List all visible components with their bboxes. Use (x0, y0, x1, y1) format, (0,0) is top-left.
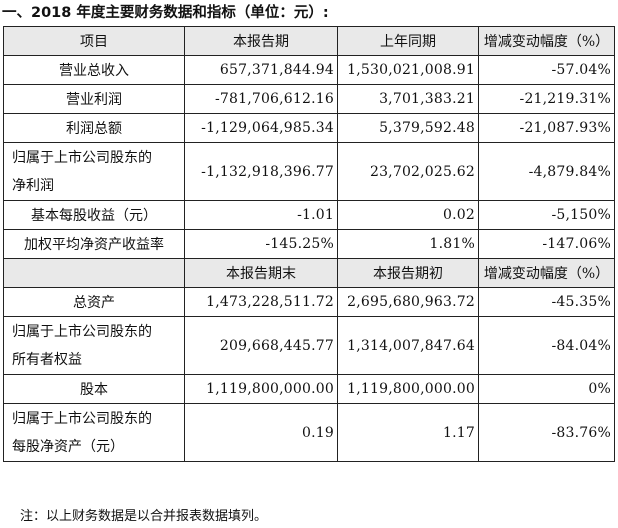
table-row: 归属于上市公司股东的 每股净资产（元） 0.19 1.17 -83.76% (3, 403, 615, 462)
change-value: -5,150% (478, 200, 615, 230)
prior-value: 5,379,592.48 (337, 113, 479, 143)
table-row: 基本每股收益（元） -1.01 0.02 -5,150% (3, 200, 615, 230)
header-prior-period: 上年同期 (337, 26, 479, 56)
row-label-line2: 净利润 (12, 177, 54, 194)
header-change-percent: 增减变动幅度（%） (478, 258, 615, 288)
table-row: 营业利润 -781,706,612.16 3,701,383.21 -21,21… (3, 84, 615, 114)
prior-value: 2,695,680,963.72 (337, 287, 479, 317)
current-value: 657,371,844.94 (184, 55, 338, 85)
header-item-blank (3, 258, 185, 288)
row-label: 营业总收入 (3, 55, 185, 85)
table-row: 营业总收入 657,371,844.94 1,530,021,008.91 -5… (3, 55, 615, 85)
table-subheader-row: 本报告期末 本报告期初 增减变动幅度（%） (3, 258, 615, 288)
current-value: 0.19 (184, 403, 338, 462)
table-row: 利润总额 -1,129,064,985.34 5,379,592.48 -21,… (3, 113, 615, 143)
table-row: 股本 1,119,800,000.00 1,119,800,000.00 0% (3, 374, 615, 404)
change-value: 0% (478, 374, 615, 404)
header-change-percent: 增减变动幅度（%） (478, 26, 615, 56)
change-value: -21,219.31% (478, 84, 615, 114)
row-label-line1: 归属于上市公司股东的 (12, 323, 152, 340)
row-label-line2: 所有者权益 (12, 351, 82, 368)
row-label: 归属于上市公司股东的 所有者权益 (3, 316, 185, 375)
row-label-line2: 每股净资产（元） (12, 438, 124, 455)
change-value: -45.35% (478, 287, 615, 317)
row-label: 总资产 (3, 287, 185, 317)
row-label: 股本 (3, 374, 185, 404)
current-value: 1,119,800,000.00 (184, 374, 338, 404)
current-value: -1,129,064,985.34 (184, 113, 338, 143)
table-row: 总资产 1,473,228,511.72 2,695,680,963.72 -4… (3, 287, 615, 317)
prior-value: 3,701,383.21 (337, 84, 479, 114)
prior-value: 1.17 (337, 403, 479, 462)
section-heading: 一、2018 年度主要财务数据和指标（单位：元）: (2, 5, 329, 21)
current-value: -1.01 (184, 200, 338, 230)
row-label: 归属于上市公司股东的 每股净资产（元） (3, 403, 185, 462)
row-label-line1: 归属于上市公司股东的 (12, 410, 152, 427)
row-label: 营业利润 (3, 84, 185, 114)
table-header-row: 项目 本报告期 上年同期 增减变动幅度（%） (3, 26, 615, 56)
prior-value: 23,702,025.62 (337, 142, 479, 201)
header-period-start: 本报告期初 (337, 258, 479, 288)
table-row: 归属于上市公司股东的 所有者权益 209,668,445.77 1,314,007… (3, 316, 615, 375)
change-value: -84.04% (478, 316, 615, 375)
financial-data-table: 项目 本报告期 上年同期 增减变动幅度（%） 营业总收入 657,371,844… (3, 26, 615, 462)
prior-value: 1.81% (337, 229, 479, 259)
change-value: -147.06% (478, 229, 615, 259)
header-period-end: 本报告期末 (184, 258, 338, 288)
prior-value: 0.02 (337, 200, 479, 230)
header-current-period: 本报告期 (184, 26, 338, 56)
current-value: -145.25% (184, 229, 338, 259)
prior-value: 1,530,021,008.91 (337, 55, 479, 85)
change-value: -57.04% (478, 55, 615, 85)
current-value: -781,706,612.16 (184, 84, 338, 114)
current-value: -1,132,918,396.77 (184, 142, 338, 201)
row-label: 利润总额 (3, 113, 185, 143)
change-value: -21,087.93% (478, 113, 615, 143)
change-value: -4,879.84% (478, 142, 615, 201)
change-value: -83.76% (478, 403, 615, 462)
row-label: 加权平均净资产收益率 (3, 229, 185, 259)
prior-value: 1,314,007,847.64 (337, 316, 479, 375)
prior-value: 1,119,800,000.00 (337, 374, 479, 404)
row-label: 基本每股收益（元） (3, 200, 185, 230)
current-value: 1,473,228,511.72 (184, 287, 338, 317)
table-row: 加权平均净资产收益率 -145.25% 1.81% -147.06% (3, 229, 615, 259)
footnote: 注：以上财务数据是以合并报表数据填列。 (20, 509, 268, 524)
table-row: 归属于上市公司股东的 净利润 -1,132,918,396.77 23,702,0… (3, 142, 615, 201)
row-label: 归属于上市公司股东的 净利润 (3, 142, 185, 201)
header-item: 项目 (3, 26, 185, 56)
current-value: 209,668,445.77 (184, 316, 338, 375)
row-label-line1: 归属于上市公司股东的 (12, 149, 152, 166)
